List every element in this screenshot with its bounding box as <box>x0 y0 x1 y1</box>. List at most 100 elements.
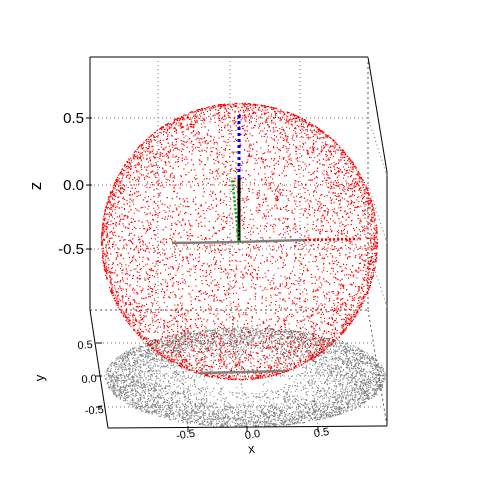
floor-point <box>343 346 345 348</box>
floor-point <box>137 400 139 402</box>
floor-point <box>256 328 258 330</box>
floor-point <box>378 367 380 369</box>
floor-point <box>298 338 300 340</box>
floor-point <box>133 406 135 408</box>
floor-point <box>338 347 340 349</box>
floor-point <box>362 396 364 398</box>
floor-point <box>329 416 331 418</box>
floor-point <box>178 409 180 411</box>
floor-point <box>265 330 266 332</box>
floor-point <box>252 341 254 342</box>
floor-point <box>303 331 305 333</box>
floor-point <box>262 339 264 341</box>
floor-point <box>224 402 226 404</box>
floor-point <box>236 357 238 359</box>
floor-point <box>201 338 203 340</box>
floor-point <box>352 381 353 383</box>
floor-point <box>345 342 347 344</box>
floor-point <box>289 415 291 417</box>
floor-point <box>285 408 287 410</box>
floor-point <box>252 424 254 426</box>
floor-point <box>197 350 199 352</box>
floor-point <box>193 383 195 385</box>
floor-point <box>262 411 264 413</box>
floor-point <box>370 377 372 379</box>
floor-point <box>133 380 135 382</box>
floor-point <box>241 329 243 331</box>
floor-point <box>255 396 257 398</box>
floor-point <box>199 423 201 425</box>
floor-point <box>124 366 126 368</box>
floor-point <box>333 404 335 406</box>
floor-point <box>243 332 245 333</box>
floor-point <box>194 372 196 374</box>
floor-point <box>177 348 179 350</box>
floor-point <box>182 413 184 415</box>
floor-point <box>169 418 170 420</box>
floor-point <box>373 377 375 379</box>
floor-point <box>379 384 381 386</box>
floor-point <box>333 350 335 352</box>
floor-point <box>151 340 153 341</box>
floor-point <box>115 393 117 395</box>
floor-point <box>326 344 328 346</box>
floor-point <box>114 366 116 368</box>
floor-point <box>334 402 336 403</box>
floor-point <box>222 425 224 427</box>
floor-point <box>172 412 174 414</box>
floor-point <box>230 406 232 408</box>
floor-point <box>351 377 353 379</box>
floor-point <box>318 419 320 420</box>
floor-point <box>152 390 154 392</box>
floor-point <box>111 362 113 364</box>
floor-point <box>166 402 168 404</box>
floor-point <box>360 388 362 390</box>
floor-point <box>318 363 320 365</box>
floor-point <box>297 408 299 410</box>
floor-point <box>254 425 256 427</box>
floor-point <box>340 342 342 344</box>
floor-point <box>125 380 127 382</box>
floor-point <box>333 413 335 415</box>
floor-point <box>357 399 358 401</box>
floor-point <box>334 352 336 354</box>
floor-point <box>186 341 188 342</box>
floor-point <box>334 349 336 351</box>
floor-point <box>209 348 211 350</box>
floor-point <box>134 365 136 367</box>
floor-point <box>304 399 306 401</box>
floor-point <box>240 356 242 358</box>
floor-point <box>222 355 224 357</box>
floor-point <box>134 352 136 354</box>
floor-point <box>199 410 201 412</box>
floor-point <box>220 388 222 389</box>
floor-point <box>161 358 163 360</box>
floor-point <box>171 345 173 347</box>
floor-point <box>138 381 140 383</box>
floor-point <box>346 355 347 357</box>
floor-point <box>292 414 294 415</box>
floor-point <box>196 335 198 336</box>
floor-point <box>163 381 165 382</box>
floor-point <box>157 404 159 406</box>
floor-point <box>355 373 357 375</box>
floor-point <box>359 387 360 389</box>
floor-point <box>195 411 197 412</box>
floor-point <box>336 391 338 393</box>
floor-point <box>154 365 156 367</box>
floor-point <box>348 405 350 407</box>
floor-point <box>161 341 163 343</box>
floor-point <box>161 339 162 341</box>
floor-point <box>345 398 347 399</box>
floor-point <box>120 374 121 375</box>
floor-point <box>192 339 194 341</box>
floor-point <box>383 375 384 377</box>
floor-point <box>224 360 226 362</box>
floor-point <box>353 353 355 355</box>
floor-point <box>155 364 156 366</box>
floor-point <box>337 402 339 404</box>
floor-point <box>187 363 189 365</box>
floor-point <box>310 417 312 419</box>
floor-point <box>248 331 250 333</box>
floor-point <box>149 394 151 396</box>
